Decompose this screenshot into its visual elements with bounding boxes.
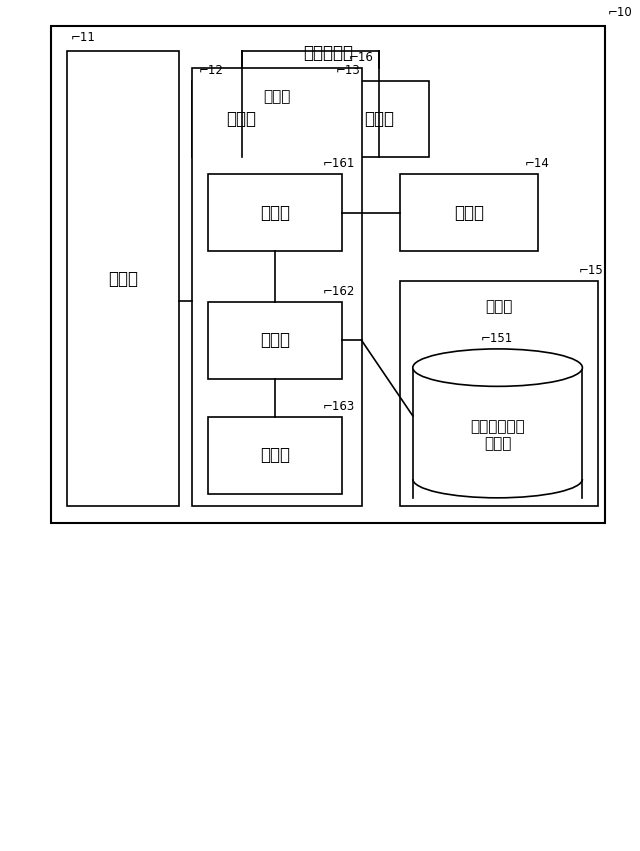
Text: 受信部: 受信部 <box>260 203 290 222</box>
Text: 記憶部: 記憶部 <box>486 300 513 315</box>
Text: ⌐16: ⌐16 <box>349 51 374 64</box>
Text: ユーザ端末: ユーザ端末 <box>303 44 353 62</box>
Bar <box>330 81 429 157</box>
Text: 検知部: 検知部 <box>454 203 484 222</box>
Bar <box>413 368 582 479</box>
Text: ⌐15: ⌐15 <box>579 264 604 277</box>
Bar <box>51 26 605 523</box>
Text: ⌐10: ⌐10 <box>608 6 633 19</box>
Text: 取得部: 取得部 <box>260 331 290 350</box>
Text: ⌐11: ⌐11 <box>70 31 95 44</box>
Bar <box>208 417 342 494</box>
Bar <box>400 281 598 506</box>
Text: ⌐151: ⌐151 <box>481 332 513 345</box>
Bar <box>208 302 342 379</box>
Text: ⌐161: ⌐161 <box>323 157 356 170</box>
Text: ⌐163: ⌐163 <box>323 400 355 413</box>
Bar <box>192 81 291 157</box>
Text: 送信部: 送信部 <box>260 446 290 465</box>
Text: 表示部: 表示部 <box>364 110 394 129</box>
Bar <box>67 51 179 506</box>
Text: 入力部: 入力部 <box>227 110 257 129</box>
Text: ⌐162: ⌐162 <box>323 285 356 298</box>
Text: ⌐13: ⌐13 <box>336 64 361 77</box>
Bar <box>400 174 538 251</box>
Ellipse shape <box>413 349 582 386</box>
Text: ⌐14: ⌐14 <box>525 157 550 170</box>
Bar <box>192 68 362 506</box>
Text: 制御部: 制御部 <box>263 89 291 105</box>
Bar <box>208 174 342 251</box>
Text: サービス情報
記憶部: サービス情報 記憶部 <box>470 419 525 452</box>
Text: ⌐12: ⌐12 <box>198 64 223 77</box>
Text: 通信部: 通信部 <box>108 270 138 288</box>
